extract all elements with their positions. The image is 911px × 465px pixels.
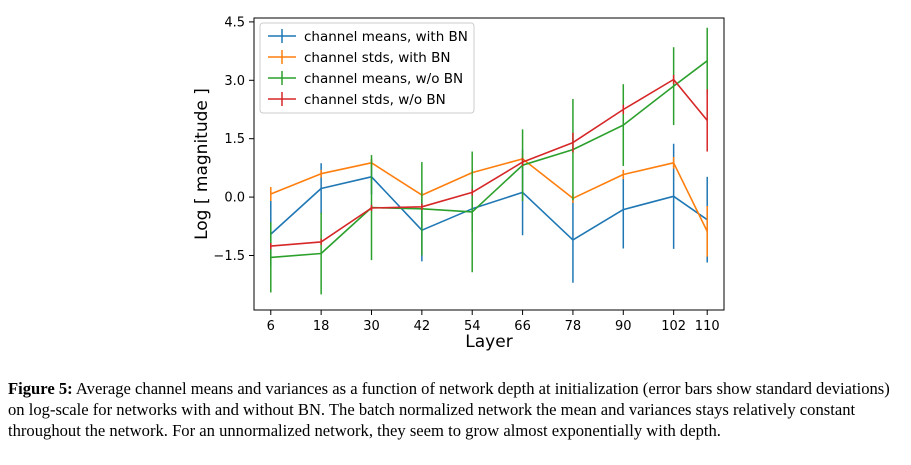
y-tick-label: 1.5: [224, 132, 245, 147]
caption-text: Average channel means and variances as a…: [8, 379, 890, 440]
series-line: [270, 176, 708, 241]
series-line: [270, 158, 708, 232]
figure-caption: Figure 5: Average channel means and vari…: [8, 378, 906, 441]
legend-entry-label: channel means, w/o BN: [304, 71, 463, 87]
x-tick-label: 66: [514, 319, 531, 334]
x-tick-label: 30: [363, 319, 380, 334]
plot-frame: [253, 17, 725, 311]
x-tick-label: 90: [615, 319, 632, 334]
x-tick-label: 42: [414, 319, 431, 334]
chart: 6 18 30 42 54 66 78 90 102 110 −1.5 0.0 1.5 3.0 4.5 La…: [192, 15, 725, 352]
x-axis-label: Layer: [465, 332, 512, 352]
legend-entry-label: channel stds, with BN: [304, 50, 451, 66]
axes-layer: 6 18 30 42 54 66 78 90 102 110 −1.5 0.0 1.5 3.0 4.5: [213, 15, 725, 334]
x-tick-label: 54: [464, 319, 481, 334]
x-tick-label: 110: [695, 319, 720, 334]
legend-entry-label: channel stds, w/o BN: [304, 92, 446, 108]
x-tick-label: 102: [661, 319, 686, 334]
series-layer: [270, 27, 708, 295]
figure-label: Figure 5:: [8, 379, 73, 398]
x-tick-label: 6: [267, 319, 275, 334]
series-line: [270, 78, 708, 247]
y-tick-label: 0.0: [224, 191, 245, 206]
legend-box: [259, 22, 475, 114]
legend-entry-label: channel means, with BN: [304, 29, 468, 45]
series-4: [270, 74, 708, 250]
y-axis-label: Log [ magnitude ]: [192, 88, 212, 240]
y-tick-label: −1.5: [213, 249, 245, 264]
y-tick-label: 4.5: [224, 15, 245, 30]
series-line: [270, 60, 708, 259]
x-tick-label: 18: [313, 319, 330, 334]
x-tick-label: 78: [565, 319, 582, 334]
legend: channel means, with BN channel stds, with…: [259, 22, 475, 114]
y-tick-label: 3.0: [224, 74, 245, 89]
